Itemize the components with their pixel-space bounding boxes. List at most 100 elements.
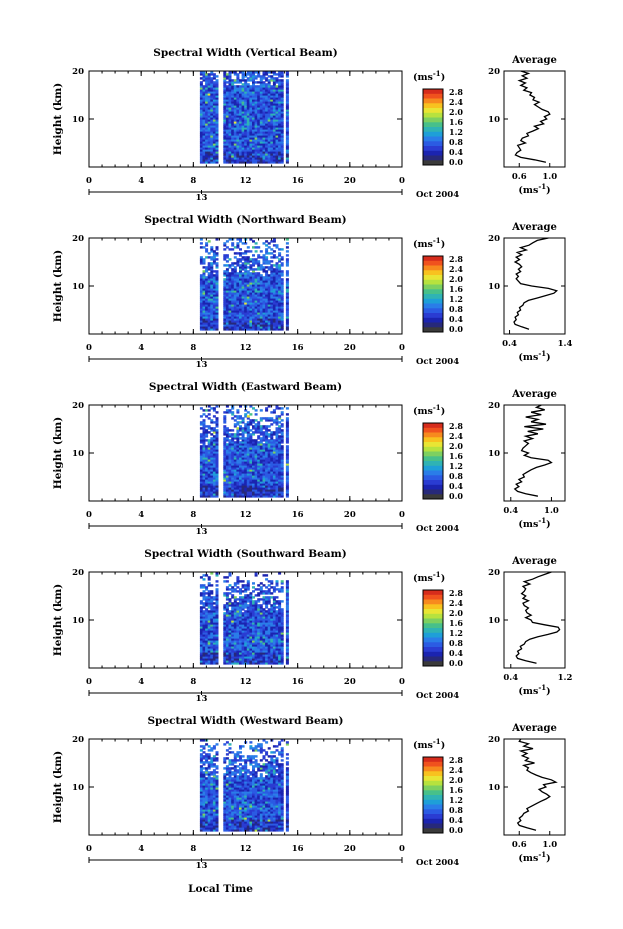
heatmap-cell	[275, 143, 279, 146]
heatmap-cell	[205, 439, 209, 442]
heatmap-cell	[210, 620, 214, 623]
heatmap-cell	[252, 270, 255, 273]
heatmap-cell	[199, 262, 203, 265]
x-tick-label: 16	[292, 510, 304, 520]
heatmap-cell	[265, 487, 269, 490]
heatmap-cell	[202, 606, 206, 609]
heatmap-cell	[233, 435, 237, 438]
heatmap-cell	[207, 105, 211, 108]
heatmap-cell	[285, 292, 289, 295]
heatmap-cell	[236, 612, 240, 615]
heatmap-cell	[265, 318, 269, 321]
heatmap-cell	[265, 151, 269, 154]
heatmap-cell	[265, 159, 269, 162]
heatmap-cell	[270, 465, 274, 468]
heatmap-cell	[241, 479, 245, 482]
heatmap-cell	[249, 646, 253, 649]
heatmap-cell	[207, 648, 211, 651]
heatmap-cell	[210, 296, 214, 299]
heatmap-cell	[210, 89, 214, 92]
heatmap-cell	[225, 471, 229, 474]
heatmap-cell	[267, 618, 271, 621]
heatmap-cell	[257, 662, 261, 665]
heatmap-cell	[212, 477, 216, 480]
heatmap-cell	[262, 101, 266, 104]
heatmap-cell	[252, 475, 255, 478]
heatmap-cell	[231, 97, 235, 100]
heatmap-cell	[285, 320, 289, 323]
heatmap-cell	[270, 423, 274, 426]
heatmap-cell	[254, 320, 258, 323]
heatmap-cell	[241, 280, 245, 283]
heatmap-cell	[233, 322, 237, 325]
heatmap-cell	[252, 276, 255, 279]
heatmap-cell	[207, 286, 211, 289]
heatmap-cell	[205, 473, 209, 476]
heatmap-cell	[285, 294, 289, 297]
heatmap-cell	[254, 300, 258, 303]
heatmap-cell	[215, 405, 219, 408]
heatmap-cell	[207, 328, 211, 331]
heatmap-cell	[233, 159, 237, 162]
heatmap-cell	[246, 491, 250, 494]
heatmap-cell	[212, 139, 216, 142]
heatmap-cell	[199, 73, 203, 76]
heatmap-cell	[231, 278, 235, 281]
heatmap-cell	[239, 111, 242, 114]
heatmap-cell	[259, 284, 263, 287]
heatmap-cell	[252, 407, 255, 410]
colorbar-swatch	[423, 122, 443, 128]
heatmap-cell	[257, 618, 261, 621]
heatmap-cell	[285, 431, 289, 434]
heatmap-cell	[262, 109, 266, 112]
heatmap-cell	[285, 326, 289, 329]
heatmap-cell	[257, 594, 261, 597]
heatmap-cell	[236, 238, 240, 241]
heatmap-cell	[241, 145, 245, 148]
heatmap-cell	[202, 604, 206, 607]
heatmap-cell	[210, 141, 214, 144]
heatmap-cell	[280, 161, 284, 164]
heatmap-cell	[265, 272, 269, 275]
heatmap-cell	[259, 487, 263, 490]
heatmap-cell	[278, 117, 282, 120]
heatmap-cell	[280, 493, 284, 496]
heatmap-cell	[267, 451, 271, 454]
heatmap-cell	[207, 654, 211, 657]
heatmap-cell	[244, 489, 248, 492]
heatmap-cell	[205, 467, 209, 470]
heatmap-cell	[278, 449, 282, 452]
heatmap-cell	[207, 638, 211, 641]
heatmap-cell	[212, 441, 216, 444]
heatmap-cell	[249, 405, 253, 408]
heatmap-cell	[205, 642, 209, 645]
heatmap-cell	[267, 485, 271, 488]
heatmap-cell	[215, 592, 219, 595]
heatmap-cell	[265, 296, 269, 299]
heatmap-cell	[272, 282, 276, 285]
colorbar-swatch	[423, 93, 443, 99]
heatmap-cell	[202, 425, 206, 428]
heatmap-cell	[231, 457, 235, 460]
heatmap-cell	[262, 596, 266, 599]
panel-title: Spectral Width (Vertical Beam)	[153, 47, 337, 59]
heatmap-cell	[254, 425, 258, 428]
x-tick-label: 20	[344, 343, 356, 353]
heatmap-cell	[212, 467, 216, 470]
heatmap-cell	[270, 459, 274, 462]
heatmap-cell	[228, 602, 232, 605]
heatmap-cell	[249, 127, 253, 130]
heatmap-cell	[267, 654, 271, 657]
heatmap-cell	[249, 596, 253, 599]
heatmap-cell	[254, 286, 258, 289]
heatmap-cell	[199, 278, 203, 281]
heatmap-cell	[202, 71, 206, 74]
colorbar-swatch	[423, 141, 443, 147]
heatmap-cell	[254, 141, 258, 144]
heatmap-cell	[215, 588, 219, 591]
heatmap-cell	[272, 123, 276, 126]
heatmap-cell	[202, 324, 206, 327]
heatmap-cell	[241, 632, 245, 635]
heatmap-cell	[267, 260, 271, 263]
heatmap-cell	[262, 320, 266, 323]
